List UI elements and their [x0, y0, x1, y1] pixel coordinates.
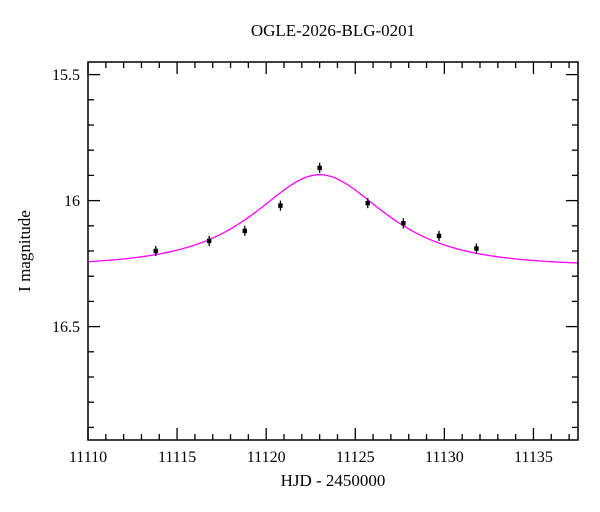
plot-frame	[87, 61, 579, 441]
x-tick-label: 11110	[69, 449, 107, 466]
x-tick-label: 11130	[425, 449, 464, 466]
data-point	[242, 228, 247, 234]
y-axis-label: I magnitude	[15, 210, 34, 292]
y-tick-label: 16.5	[52, 319, 80, 336]
model-curve	[87, 174, 579, 264]
x-tick-label: 11135	[514, 449, 553, 466]
x-axis-label: HJD - 2450000	[281, 471, 386, 490]
data-point	[206, 238, 212, 244]
x-tick-label: 11115	[158, 449, 196, 466]
data-point	[153, 248, 158, 254]
data-points	[153, 162, 479, 257]
y-tick-label: 15.5	[52, 67, 80, 84]
data-point	[436, 233, 442, 239]
data-point	[278, 203, 283, 208]
y-tick-label: 16	[64, 193, 80, 210]
axis-ticks	[87, 62, 578, 440]
data-point	[401, 221, 406, 226]
x-tick-label: 11125	[336, 449, 375, 466]
y-tick-labels: 15.5 16 16.5	[52, 67, 80, 336]
data-point	[365, 200, 370, 206]
data-point	[474, 246, 479, 251]
x-tick-label: 11120	[247, 449, 286, 466]
data-point	[317, 165, 322, 171]
chart-title: OGLE-2026-BLG-0201	[251, 21, 415, 40]
x-tick-labels: 11110 11115 11120 11125 11130 11135	[69, 449, 553, 466]
